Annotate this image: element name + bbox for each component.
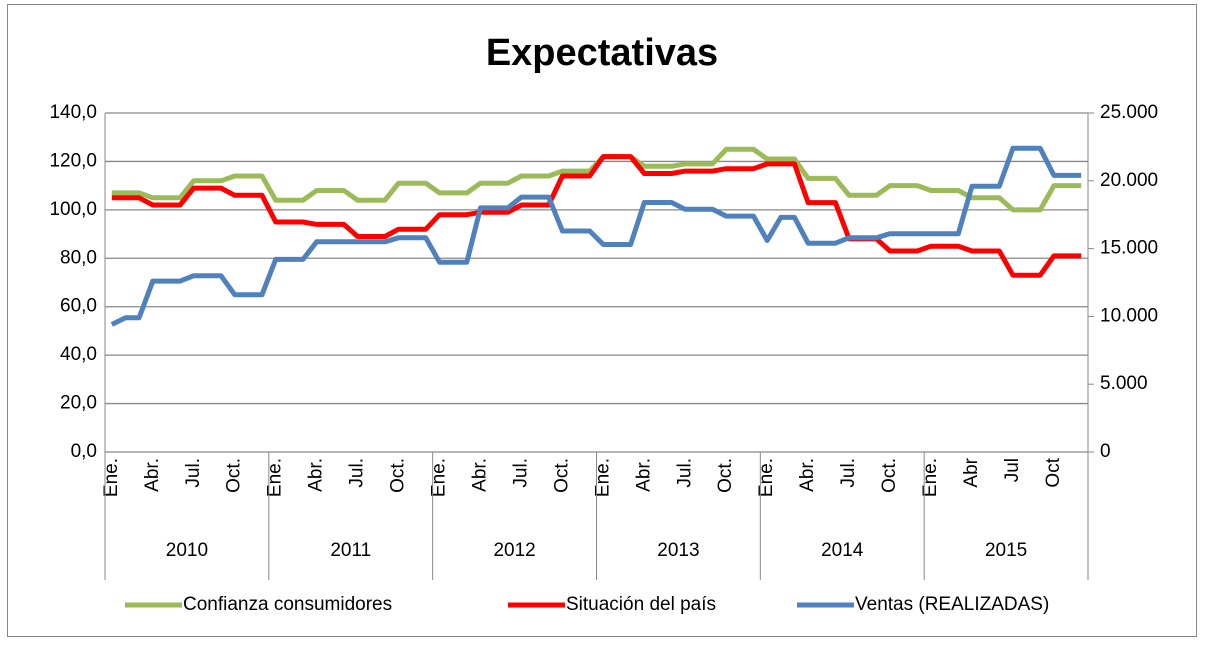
x-group-label: 2011 (330, 540, 371, 561)
x-tick-label: Ene. (592, 458, 613, 497)
x-tick-label: Oct. (879, 458, 900, 493)
x-group-label: 2010 (166, 540, 208, 561)
x-tick-label: Ene. (265, 458, 286, 497)
y-tick-label: 80,0 (60, 247, 97, 268)
x-group-label: 2015 (985, 540, 1027, 561)
x-tick-label: Abr (961, 457, 982, 487)
chart-border (7, 4, 1197, 637)
y-tick-label: 100,0 (49, 199, 97, 220)
x-tick-label: Jul (1002, 458, 1023, 482)
legend-label: Situación del país (566, 594, 716, 615)
x-tick-label: Jul. (183, 458, 204, 488)
y2-tick-label: 5.000 (1100, 373, 1148, 394)
y-tick-label: 120,0 (49, 150, 97, 171)
y-tick-label: 60,0 (60, 296, 97, 317)
x-tick-label: Jul. (510, 458, 531, 488)
y-tick-label: 40,0 (60, 344, 97, 365)
x-tick-label: Abr. (797, 458, 818, 492)
y2-tick-label: 0 (1100, 441, 1111, 462)
y-tick-label: 140,0 (49, 102, 97, 123)
x-tick-label: Oct. (224, 458, 245, 493)
y2-tick-label: 25.000 (1100, 102, 1158, 123)
x-tick-label: Jul. (838, 458, 859, 488)
x-tick-label: Oct. (388, 458, 409, 493)
x-group-label: 2012 (493, 540, 535, 561)
x-tick-label: Ene. (429, 458, 450, 497)
x-tick-label: Abr. (142, 458, 163, 492)
x-group-label: 2014 (821, 540, 864, 561)
y-tick-label: 0,0 (71, 441, 97, 462)
legend-label: Ventas (REALIZADAS) (855, 594, 1049, 615)
y-tick-label: 20,0 (60, 393, 97, 414)
x-tick-label: Jul. (347, 458, 368, 488)
series-line (110, 145, 1082, 327)
x-tick-label: Oct. (715, 458, 736, 493)
y2-tick-label: 20.000 (1100, 170, 1158, 191)
x-tick-label: Oct (1043, 457, 1064, 487)
x-tick-label: Ene. (756, 458, 777, 497)
x-tick-label: Abr. (306, 458, 327, 492)
legend-label: Confianza consumidores (183, 594, 392, 615)
x-tick-label: Ene. (920, 458, 941, 497)
x-tick-label: Jul. (674, 458, 695, 488)
series-line (111, 154, 1082, 278)
x-group-label: 2013 (657, 540, 699, 561)
x-tick-label: Abr. (633, 458, 654, 492)
x-tick-label: Abr. (469, 458, 490, 492)
y2-tick-label: 10.000 (1100, 305, 1158, 326)
chart-title: Expectativas (486, 32, 718, 74)
y2-tick-label: 15.000 (1100, 238, 1158, 259)
x-tick-label: Ene. (101, 458, 122, 497)
x-tick-label: Oct. (551, 458, 572, 493)
